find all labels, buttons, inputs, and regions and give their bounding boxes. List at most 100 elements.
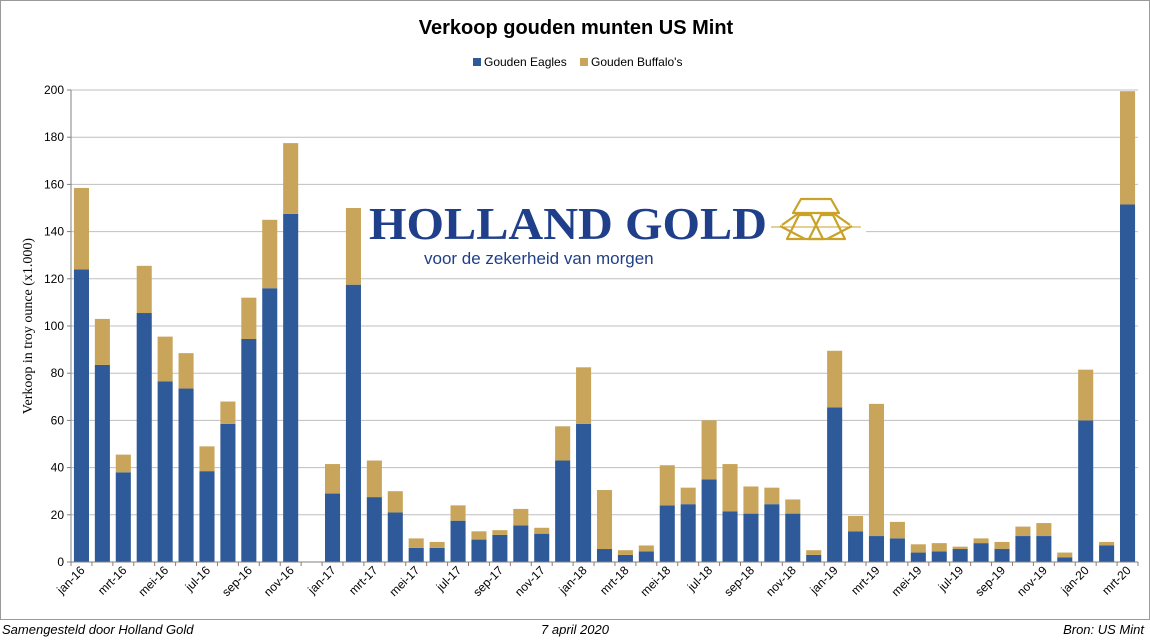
bar-buffalos-dec-19 [1057, 552, 1073, 558]
bar-eagles-aug-19 [973, 543, 989, 562]
x-tick-label: nov-16 [261, 563, 297, 599]
chart-title: Verkoop gouden munten US Mint [419, 17, 734, 39]
bar-buffalos-jun-18 [680, 487, 696, 505]
bar-eagles-sep-16 [241, 338, 257, 562]
bar-buffalos-jun-17 [429, 541, 445, 548]
footer-date: 7 april 2020 [541, 622, 609, 637]
bar-buffalos-nov-18 [785, 499, 801, 514]
x-tick-label: mei-16 [135, 563, 171, 599]
x-tick-label: jul-16 [182, 563, 214, 595]
x-tick-label: jan-19 [807, 563, 841, 597]
bar-buffalos-dec-17 [555, 426, 571, 461]
bar-buffalos-okt-17 [513, 508, 529, 526]
y-tick-label: 180 [44, 130, 64, 144]
y-tick-label: 160 [44, 177, 64, 191]
chart-container: Verkoop gouden munten US Mint Gouden Eag… [0, 0, 1150, 620]
bar-buffalos-mrt-16 [115, 454, 131, 473]
y-tick-label: 120 [44, 272, 64, 286]
bar-eagles-sep-17 [492, 534, 508, 562]
bar-eagles-sep-19 [994, 549, 1010, 562]
bar-eagles-jan-20 [1078, 420, 1094, 562]
bar-eagles-apr-17 [387, 512, 403, 562]
x-tick-label: nov-19 [1014, 563, 1050, 599]
bar-eagles-feb-19 [848, 531, 864, 562]
bar-buffalos-okt-19 [1015, 526, 1031, 537]
bar-eagles-jan-17 [324, 493, 341, 562]
bar-buffalos-dec-18 [806, 550, 822, 555]
bar-eagles-jul-17 [450, 520, 466, 562]
bar-buffalos-okt-18 [764, 487, 780, 505]
bar-eagles-nov-19 [1036, 536, 1052, 562]
x-tick-label: sep-17 [470, 563, 506, 599]
x-tick-label: jan-20 [1058, 563, 1092, 597]
bar-eagles-jul-18 [701, 479, 717, 562]
bar-eagles-jun-18 [680, 504, 696, 562]
bar-eagles-mei-18 [659, 505, 675, 562]
bar-buffalos-mei-16 [157, 336, 173, 382]
bar-buffalos-feb-16 [94, 318, 110, 365]
x-tick-label: sep-18 [721, 563, 757, 599]
logo-wordmark: HOLLAND GOLD [369, 198, 767, 249]
y-tick-label: 40 [51, 461, 65, 475]
bar-buffalos-apr-16 [136, 265, 152, 314]
bar-buffalos-sep-19 [994, 541, 1010, 550]
y-tick-label: 60 [51, 413, 65, 427]
x-tick-label: mrt-20 [1099, 563, 1134, 598]
bar-eagles-nov-18 [785, 513, 801, 562]
bar-eagles-mei-17 [408, 547, 424, 562]
x-tick-label: mrt-16 [95, 563, 130, 598]
y-tick-label: 0 [57, 555, 64, 569]
bar-eagles-mei-19 [910, 552, 926, 562]
bar-eagles-jun-16 [178, 388, 194, 562]
bar-eagles-jan-18 [576, 423, 592, 562]
x-tick-label: nov-17 [512, 563, 548, 599]
bar-buffalos-sep-18 [743, 486, 759, 514]
bar-buffalos-mei-19 [910, 544, 926, 553]
bar-eagles-dec-17 [555, 460, 571, 562]
bar-buffalos-jun-19 [931, 543, 947, 552]
bar-eagles-dec-18 [806, 554, 822, 562]
bar-eagles-okt-17 [513, 525, 529, 562]
bar-buffalos-sep-16 [241, 297, 257, 339]
footer-credit: Samengesteld door Holland Gold [2, 622, 194, 637]
bar-eagles-mei-16 [157, 381, 173, 562]
bar-eagles-mrt-17 [366, 497, 382, 562]
y-axis: 0 20 40 60 80 100 120 140 160 180 200 [44, 83, 72, 569]
y-tick-label: 140 [44, 225, 64, 239]
bar-eagles-jan-19 [827, 407, 843, 562]
bar-eagles-jul-19 [952, 549, 968, 562]
bar-buffalos-feb-17 [345, 208, 361, 285]
legend-label-eagles: Gouden Eagles [484, 55, 567, 69]
bar-buffalos-jul-18 [701, 420, 717, 480]
x-tick-label: jul-17 [433, 563, 465, 595]
bar-eagles-feb-18 [596, 549, 613, 562]
bar-eagles-feb-20 [1099, 545, 1115, 562]
bar-buffalos-mrt-19 [868, 403, 885, 537]
bar-eagles-aug-16 [220, 423, 236, 562]
bar-buffalos-jul-19 [952, 546, 968, 550]
bar-buffalos-feb-19 [848, 515, 864, 532]
bar-eagles-jun-19 [931, 551, 947, 562]
bar-eagles-okt-16 [262, 288, 278, 562]
bar-eagles-aug-18 [722, 511, 738, 562]
bar-eagles-okt-18 [764, 504, 780, 562]
legend-swatch-buffalos [580, 58, 588, 66]
bar-buffalos-jul-17 [450, 505, 466, 521]
bar-eagles-okt-19 [1015, 536, 1031, 562]
y-tick-label: 200 [44, 83, 64, 97]
x-tick-label: mei-18 [638, 563, 674, 599]
bar-buffalos-aug-17 [471, 531, 487, 540]
bar-buffalos-jan-20 [1078, 369, 1094, 421]
bar-buffalos-mrt-20 [1120, 91, 1136, 205]
bar-eagles-mrt-20 [1120, 204, 1136, 562]
x-tick-label: mrt-19 [848, 563, 883, 598]
x-tick-label: jul-18 [684, 563, 716, 595]
y-tick-label: 100 [44, 319, 64, 333]
bar-buffalos-apr-17 [387, 491, 403, 513]
bar-buffalos-nov-19 [1036, 523, 1052, 537]
bar-buffalos-aug-18 [722, 464, 738, 512]
bar-buffalos-mrt-17 [366, 460, 382, 498]
bar-buffalos-sep-17 [492, 530, 508, 535]
bar-eagles-apr-18 [638, 551, 654, 562]
footer: Samengesteld door Holland Gold 7 april 2… [0, 621, 1150, 640]
